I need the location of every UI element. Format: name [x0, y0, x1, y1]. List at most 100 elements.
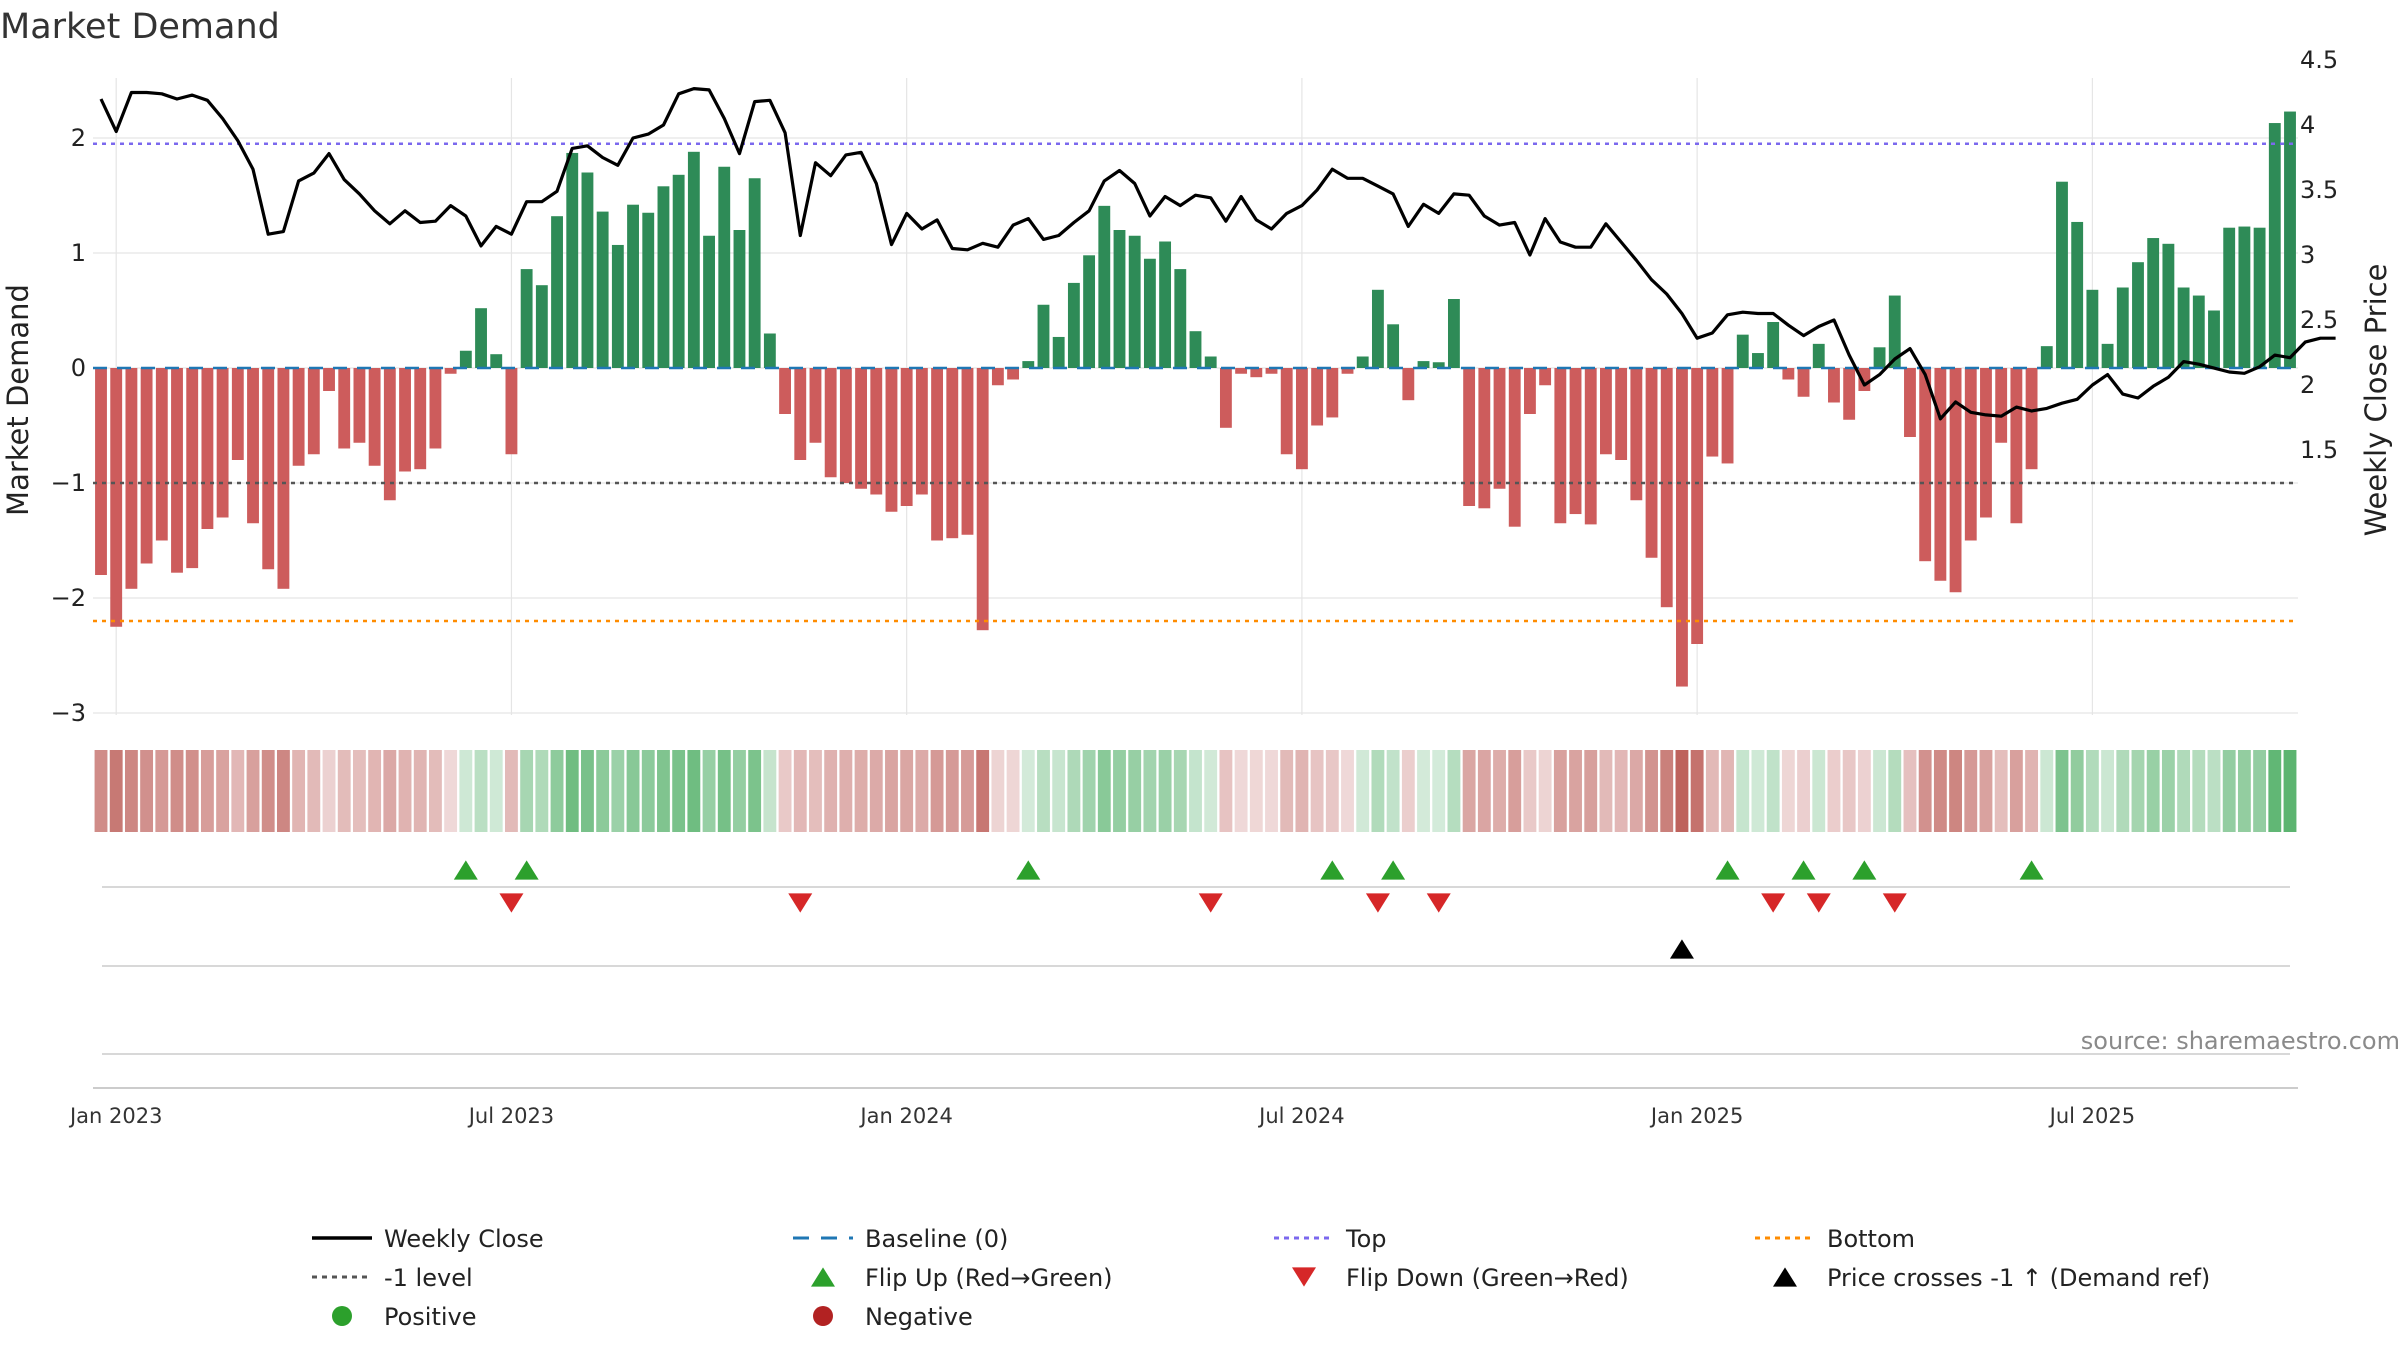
left-axis-title: Market Demand — [1, 284, 35, 516]
heat-cell — [1781, 750, 1795, 832]
demand-bar — [1949, 368, 1962, 593]
demand-bar — [703, 235, 715, 368]
demand-bar — [520, 269, 533, 368]
demand-bar — [1417, 361, 1430, 368]
heat-cell — [839, 750, 853, 832]
legend-label: Price crosses -1 ↑ (Demand ref) — [1827, 1264, 2210, 1292]
legend-item: Weekly Close — [312, 1225, 544, 1253]
heat-cell — [2207, 750, 2221, 832]
heat-cell — [581, 750, 594, 832]
heat-cell — [1523, 750, 1537, 832]
heat-cell — [763, 750, 777, 832]
demand-bar — [1052, 336, 1065, 368]
demand-bar — [1280, 368, 1293, 455]
flip-up-marker — [1320, 860, 1345, 880]
event-markers — [102, 860, 2290, 1055]
flip-up-marker — [1852, 860, 1877, 880]
demand-bar — [2116, 287, 2129, 368]
demand-bar — [2071, 221, 2084, 368]
demand-bar — [1143, 258, 1156, 368]
demand-bar — [307, 368, 320, 455]
heat-cell — [1249, 750, 1263, 832]
demand-bar — [1706, 368, 1719, 457]
demand-bar — [353, 368, 366, 443]
demand-bar — [2192, 295, 2205, 368]
flip-up-marker — [1381, 860, 1406, 880]
heat-cell — [1949, 750, 1962, 832]
demand-bar — [1964, 368, 1977, 541]
heat-cell — [1629, 750, 1643, 832]
heat-cell — [2070, 750, 2084, 832]
heat-cell — [945, 750, 959, 832]
heat-cell — [520, 750, 534, 832]
demand-bar — [1326, 368, 1339, 418]
legend-item: Baseline (0) — [793, 1225, 1008, 1253]
right-tick-label: 2.5 — [2300, 306, 2338, 334]
demand-bar — [824, 368, 837, 478]
heat-cell — [1827, 750, 1841, 832]
heat-cell — [2253, 750, 2267, 832]
x-tick-label: Jul 2023 — [467, 1104, 554, 1128]
heat-cell — [1021, 750, 1035, 832]
heat-cell — [1219, 750, 1233, 832]
demand-bar — [900, 368, 913, 506]
heat-cell — [1994, 750, 2008, 832]
demand-bar — [1402, 368, 1415, 401]
demand-bar — [551, 216, 563, 368]
demand-bar — [1736, 334, 1749, 368]
price-line-layer — [99, 86, 2336, 421]
heat-cell — [2237, 750, 2251, 832]
heat-cell — [2146, 750, 2160, 832]
demand-bar — [1037, 304, 1050, 368]
demand-bar — [1447, 299, 1460, 368]
heat-cell — [1417, 750, 1430, 832]
left-tick-label: −2 — [51, 584, 86, 612]
demand-bar — [931, 368, 944, 541]
demand-bar — [475, 308, 487, 368]
legend-label: Baseline (0) — [865, 1225, 1008, 1253]
heat-cell — [1766, 750, 1780, 832]
demand-bar — [1067, 282, 1080, 368]
chart-title: Market Demand — [0, 7, 280, 47]
legend-label: Weekly Close — [384, 1225, 544, 1253]
x-tick-label: Jul 2024 — [1257, 1104, 1344, 1128]
heat-cell — [596, 750, 610, 832]
demand-bar — [1432, 362, 1445, 368]
demand-bar — [2086, 289, 2099, 368]
price-cross-marker — [1669, 939, 1694, 959]
demand-bar — [1569, 368, 1582, 515]
heat-cell — [778, 750, 792, 832]
demand-bars — [95, 111, 2296, 687]
heat-cell — [550, 750, 564, 832]
demand-bar — [1843, 368, 1856, 420]
demand-bar — [383, 368, 396, 501]
right-axis-title: Weekly Close Price — [2359, 264, 2393, 537]
legend-label: Top — [1345, 1225, 1387, 1253]
right-tick-label: 4 — [2300, 111, 2315, 139]
demand-bar — [323, 368, 335, 391]
heat-cell — [109, 750, 123, 832]
demand-bar — [991, 368, 1004, 386]
heat-cell — [140, 750, 154, 832]
demand-bar — [1645, 368, 1658, 558]
demand-bar — [186, 368, 199, 569]
heat-cell — [383, 750, 397, 832]
demand-bar — [1615, 368, 1628, 460]
demand-bar — [1235, 368, 1248, 374]
heat-cell — [1447, 750, 1461, 832]
demand-bar — [1630, 368, 1643, 501]
demand-bar — [657, 186, 670, 368]
demand-bar — [1189, 331, 1202, 368]
heat-cell — [474, 750, 488, 832]
demand-bar — [2268, 123, 2281, 368]
heat-cell — [1569, 750, 1582, 832]
flip-up-marker — [1791, 860, 1816, 880]
heat-cell — [1964, 750, 1978, 832]
left-axis: 2 1 0 −1 −2 −3 — [51, 124, 86, 727]
heat-cell — [1006, 750, 1020, 832]
legend-label: Bottom — [1827, 1225, 1915, 1253]
heat-cell — [930, 750, 944, 832]
heat-cell — [2268, 750, 2282, 832]
legend-swatch — [332, 1306, 352, 1326]
demand-bar — [247, 368, 259, 524]
